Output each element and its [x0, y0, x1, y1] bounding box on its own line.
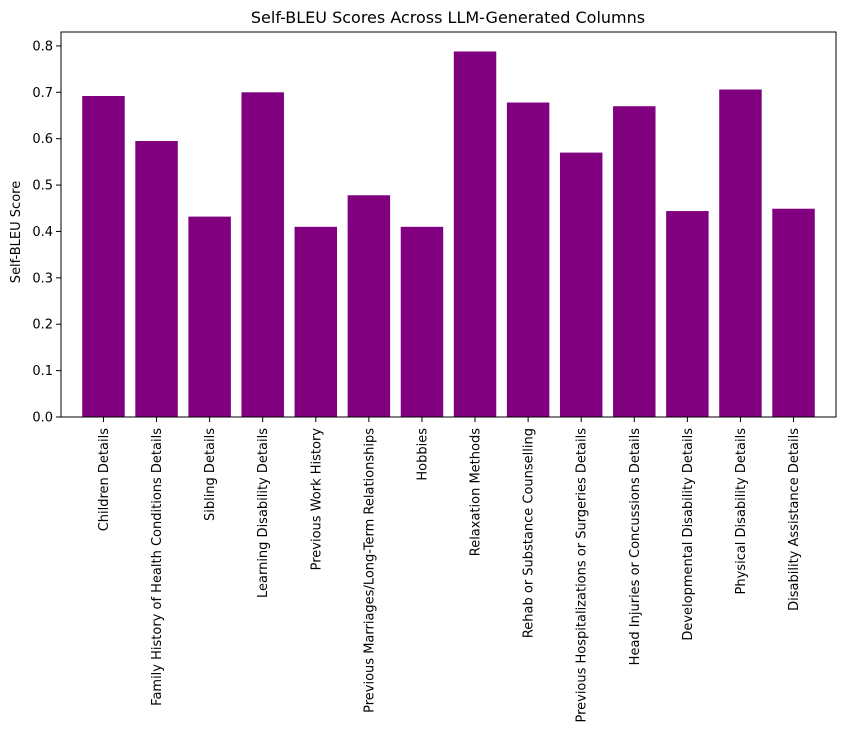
x-tick-label: Children Details: [97, 428, 112, 532]
x-tick-label: Learning Disability Details: [256, 428, 271, 598]
x-tick-label: Rehab or Substance Counselling: [522, 428, 537, 638]
x-tick-label: Sibling Details: [203, 428, 218, 521]
x-tick-label: Previous Marriages/Long-Term Relationshi…: [362, 428, 377, 713]
bar: [135, 141, 178, 417]
bar: [82, 96, 125, 417]
x-tick-label: Hobbies: [415, 428, 430, 481]
x-tick-label: Previous Hospitalizations or Surgeries D…: [575, 428, 590, 723]
x-tick-label: Physical Disability Details: [734, 428, 749, 595]
y-tick-label: 0.0: [32, 411, 53, 426]
chart-title: Self-BLEU Scores Across LLM-Generated Co…: [251, 8, 645, 27]
bar: [613, 106, 656, 417]
bar: [772, 208, 815, 417]
y-tick-label: 0.1: [32, 364, 53, 379]
bar: [453, 51, 497, 417]
bar: [188, 216, 231, 417]
x-tick-label: Disability Assistance Details: [787, 428, 802, 611]
y-tick-label: 0.2: [32, 318, 53, 333]
y-tick-label: 0.8: [32, 39, 53, 54]
bar: [666, 211, 709, 417]
bar: [294, 226, 338, 417]
bar: [347, 195, 391, 417]
y-tick-label: 0.7: [32, 86, 53, 101]
bar: [506, 102, 550, 417]
y-tick-label: 0.3: [32, 271, 53, 286]
plot-frame: [60, 31, 837, 418]
y-tick-label: 0.5: [32, 179, 53, 194]
x-tick-label: Previous Work History: [309, 428, 324, 571]
x-tick-label: Relaxation Methods: [469, 428, 484, 556]
y-tick-label: 0.4: [32, 225, 53, 240]
bar: [559, 152, 603, 417]
x-tick-label: Head Injuries or Concussions Details: [628, 428, 643, 666]
y-axis-label: Self-BLEU Score: [9, 181, 24, 283]
bar: [400, 226, 444, 417]
plot-area: 0.0 0.1 0.2 0.3 0.4 0.5 0.6 0.7 0.8 Children Deta…: [32, 31, 837, 723]
bar: [719, 89, 762, 418]
x-tick-label: Family History of Health Conditions Deta…: [150, 428, 165, 706]
bar: [241, 92, 284, 418]
x-tick-label: Developmental Disability Details: [681, 428, 696, 641]
y-tick-label: 0.6: [32, 132, 53, 147]
